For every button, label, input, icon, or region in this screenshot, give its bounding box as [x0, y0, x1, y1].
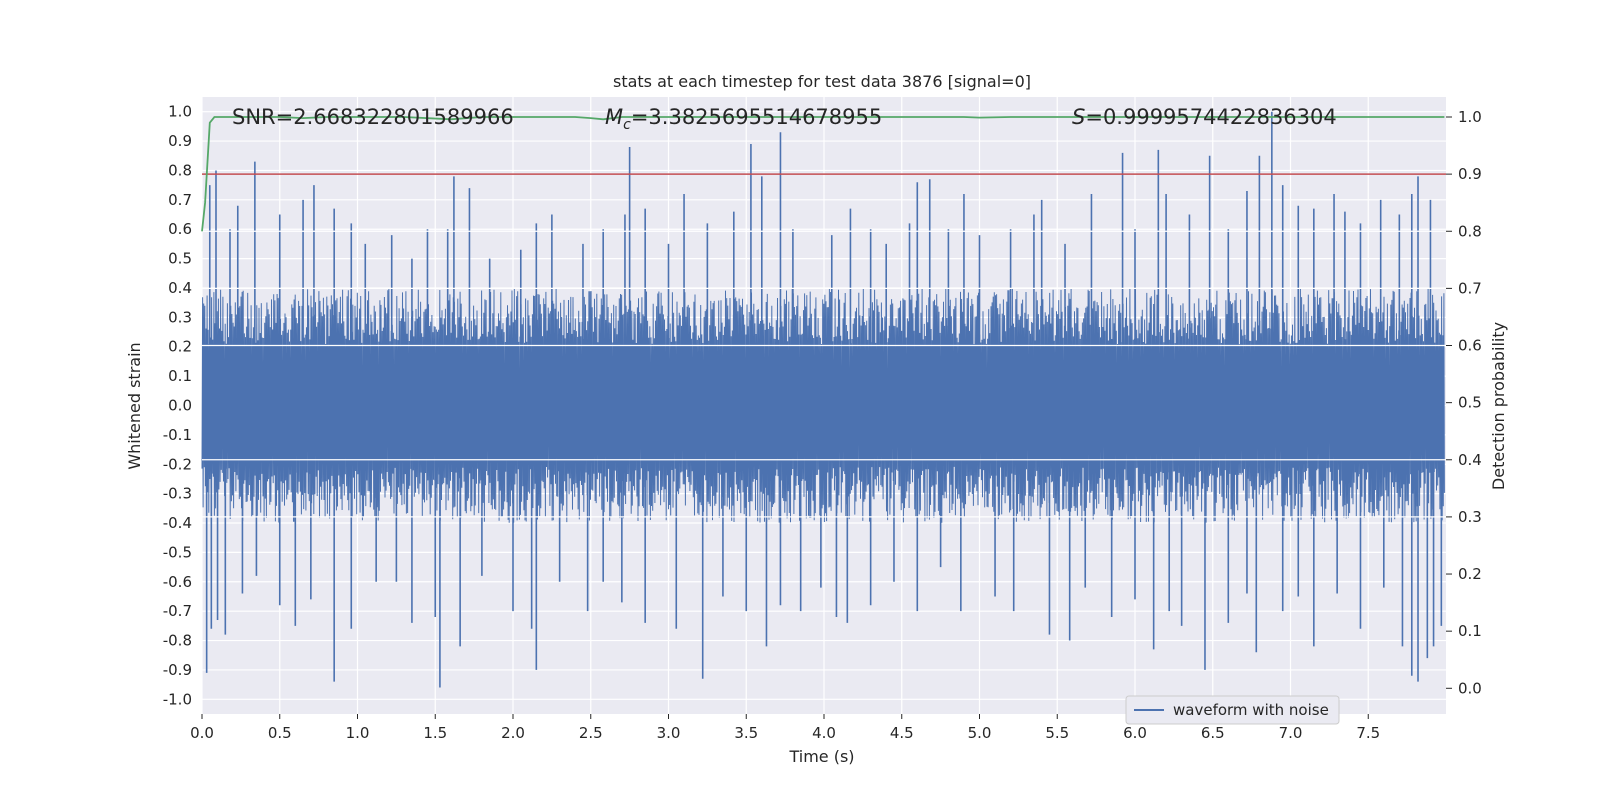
y-tick-label: -0.3 [163, 485, 192, 503]
legend-label: waveform with noise [1173, 701, 1329, 719]
x-tick-label: 1.0 [346, 724, 370, 742]
x-tick-label: 0.5 [268, 724, 292, 742]
y-tick-label: -0.4 [163, 514, 192, 532]
x-tick-label: 7.0 [1279, 724, 1303, 742]
y2-tick-label: 0.1 [1458, 622, 1482, 640]
significance-annotation: S=0.9999574422836304 [1072, 105, 1337, 129]
significance-value: =0.9999574422836304 [1085, 105, 1336, 129]
y2-axis-ticks: 1.0 0.9 0.8 0.7 0.6 0.5 0.4 0.3 0.2 0.1 0.0 [1446, 108, 1482, 697]
y-tick-label: -0.5 [163, 543, 192, 561]
chirp-mass-value: =3.3825695514678955 [631, 105, 882, 129]
y-tick-label: -1.0 [163, 690, 192, 708]
y2-tick-label: 0.0 [1458, 679, 1482, 697]
x-tick-label: 4.0 [812, 724, 836, 742]
waveform-line [201, 288, 1445, 523]
y-tick-label: -0.8 [163, 632, 192, 650]
x-tick-label: 2.5 [579, 724, 603, 742]
x-axis-ticks: 0.0 0.5 1.0 1.5 2.0 2.5 3.0 3.5 4.0 4.5 5.0 5.5 6.0 6… [190, 714, 1380, 742]
legend: waveform with noise [1125, 695, 1340, 725]
x-tick-label: 2.0 [501, 724, 525, 742]
y2-tick-label: 1.0 [1458, 108, 1482, 126]
x-tick-label: 5.0 [968, 724, 992, 742]
legend-box [1125, 695, 1340, 725]
y-tick-label: 0.3 [168, 308, 192, 326]
snr-annotation: SNR=2.668322801589966 [232, 105, 514, 129]
x-tick-label: 3.5 [734, 724, 758, 742]
x-tick-label: 6.0 [1123, 724, 1147, 742]
waveform-series [201, 111, 1445, 688]
y-tick-label: -0.2 [163, 455, 192, 473]
y-tick-label: -0.1 [163, 426, 192, 444]
y2-tick-label: 0.5 [1458, 394, 1482, 412]
y-tick-label: -0.7 [163, 602, 192, 620]
y-tick-label: 0.0 [168, 397, 192, 415]
y2-tick-label: 0.4 [1458, 451, 1482, 469]
x-tick-label: 6.5 [1201, 724, 1225, 742]
y2-tick-label: 0.7 [1458, 279, 1482, 297]
chirp-mass-annotation: Mc=3.3825695514678955 [605, 105, 882, 133]
chirp-mass-symbol: M [605, 105, 623, 129]
y-tick-label: 0.6 [168, 220, 192, 238]
y-tick-label: -0.9 [163, 661, 192, 679]
y-tick-label: 1.0 [168, 103, 192, 121]
x-tick-label: 4.5 [890, 724, 914, 742]
y-tick-label: 0.9 [168, 132, 192, 150]
chart-title: stats at each timestep for test data 387… [613, 72, 1031, 91]
y-axis-ticks: 1.0 0.9 0.8 0.7 0.6 0.5 0.4 0.3 0.2 0.1 0.0 -0.1 -0.… [163, 103, 192, 709]
y2-tick-label: 0.8 [1458, 222, 1482, 240]
chirp-mass-subscript: c [623, 117, 631, 133]
x-tick-label: 5.5 [1045, 724, 1069, 742]
y2-tick-label: 0.3 [1458, 508, 1482, 526]
x-tick-label: 3.0 [657, 724, 681, 742]
x-tick-label: 7.5 [1356, 724, 1380, 742]
y2-tick-label: 0.6 [1458, 337, 1482, 355]
y-tick-label: 0.4 [168, 279, 192, 297]
y-tick-label: 0.2 [168, 338, 192, 356]
y-tick-label: 0.7 [168, 191, 192, 209]
probability-line [201, 116, 1445, 232]
y2-axis-label: Detection probability [1489, 322, 1508, 490]
y2-tick-label: 0.9 [1458, 165, 1482, 183]
y-tick-label: 0.5 [168, 250, 192, 268]
x-axis-label: Time (s) [788, 747, 854, 766]
x-tick-label: 0.0 [190, 724, 214, 742]
probability-overlay [201, 116, 1446, 518]
x-tick-label: 1.5 [423, 724, 447, 742]
y-tick-label: 0.1 [168, 367, 192, 385]
y-axis-label: Whitened strain [125, 342, 144, 469]
y-tick-label: 0.8 [168, 161, 192, 179]
y2-tick-label: 0.2 [1458, 565, 1482, 583]
y-tick-label: -0.6 [163, 573, 192, 591]
significance-symbol: S [1072, 105, 1085, 129]
